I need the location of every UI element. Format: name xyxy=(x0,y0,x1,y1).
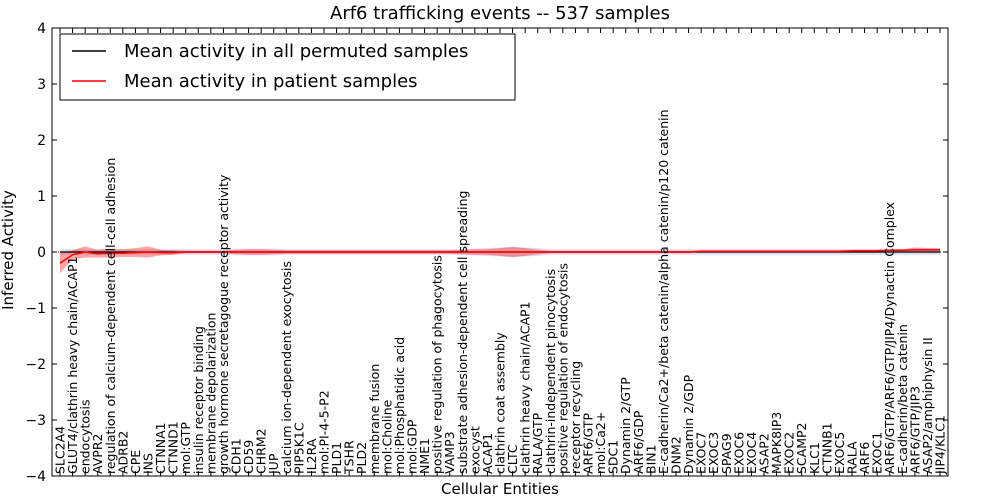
category-label: PIP5K1C xyxy=(291,422,306,474)
category-label: ARF6/GTP/JIP3 xyxy=(907,386,922,474)
category-label: clathrin heavy chain/ACAP1 xyxy=(518,301,533,474)
category-label: ARF6/GTP/ARF6/GTP/JIP4/Dynactin Complex xyxy=(882,202,897,474)
category-label: VAMP3 xyxy=(442,431,457,474)
category-label: mol:Choline xyxy=(379,399,394,474)
category-label: CTNNA1 xyxy=(153,422,168,474)
category-label: JUP xyxy=(266,453,281,475)
category-label: CD59 xyxy=(241,440,256,474)
y-tick-label: 2 xyxy=(37,133,46,149)
category-label: NME1 xyxy=(417,438,432,474)
category-label: EXOC7 xyxy=(694,432,709,474)
legend: Mean activity in all permuted samples Mea… xyxy=(59,33,516,101)
category-label: ARF6/GDP xyxy=(631,410,646,474)
category-label: positive regulation of endocytosis xyxy=(555,263,570,474)
category-label: ASAP2 xyxy=(757,433,772,474)
category-label: EXOC4 xyxy=(744,432,759,474)
category-label: PLD2 xyxy=(354,442,369,474)
category-label: ASAP2/amphiphysin II xyxy=(920,337,935,474)
category-label: Dynamin 2/GDP xyxy=(681,374,696,474)
category-label: insulin receptor binding xyxy=(191,326,206,474)
category-label: SDC1 xyxy=(606,440,621,474)
category-label: RALA xyxy=(845,441,860,474)
series-band-2 xyxy=(60,246,940,274)
category-label: CTNND1 xyxy=(166,421,181,474)
y-tick-label: 4 xyxy=(37,21,46,37)
category-label: mol:GTP xyxy=(178,422,193,474)
y-tick-label: −3 xyxy=(25,413,46,429)
category-label: KLC1 xyxy=(807,442,822,474)
y-tick-label: −1 xyxy=(25,301,46,317)
category-label: mol:GDP xyxy=(405,419,420,474)
y-tick-label: −2 xyxy=(25,357,46,373)
category-label: substrate adhesion-dependent cell spread… xyxy=(455,191,470,474)
category-label: mol:PI-4-5-P2 xyxy=(317,390,332,474)
y-tick-label: 3 xyxy=(37,77,46,93)
y-tick-label: 1 xyxy=(37,189,46,205)
category-label: CLTC xyxy=(505,444,520,474)
category-label: EXOC2 xyxy=(782,432,797,474)
category-label: CTNNB1 xyxy=(819,422,834,474)
category-label: SPAG9 xyxy=(719,433,734,474)
category-label: CPE xyxy=(128,450,143,474)
legend-entry-1: Mean activity in all permuted samples xyxy=(124,41,468,62)
category-label: SLC2A4 xyxy=(53,426,68,474)
category-label: BIN1 xyxy=(643,444,658,474)
category-label: mol:Phosphatidic acid xyxy=(392,337,407,474)
category-label: Dynamin 2/GTP xyxy=(618,377,633,474)
chart-title: Arf6 trafficking events -- 537 samples xyxy=(330,3,670,24)
category-label: ARF6 xyxy=(857,442,872,474)
category-label: ACAP1 xyxy=(480,433,495,474)
y-tick-label: 0 xyxy=(37,245,46,261)
category-label: RALA/GTP xyxy=(530,412,545,474)
category-label: positive regulation of phagocytosis xyxy=(430,255,445,474)
x-axis-label: Cellular Entities xyxy=(441,480,559,498)
category-label: EXOC5 xyxy=(832,432,847,474)
category-label: TSHR xyxy=(342,440,357,475)
category-label: GLUT4/clathrin heavy chain/ACAP1 xyxy=(65,256,80,474)
category-label: ARF6/GTP xyxy=(581,413,596,474)
category-label: clathrin-independent pinocytosis xyxy=(543,269,558,474)
y-axis-label: Inferred Activity xyxy=(0,190,17,310)
legend-box xyxy=(59,33,516,101)
category-label: E-cadherin/Ca2+/beta catenin/alpha caten… xyxy=(656,109,671,474)
category-label: exocyst xyxy=(467,426,482,474)
category-label: calcium ion-dependent exocytosis xyxy=(279,261,294,474)
category-label: IL2RA xyxy=(304,438,319,474)
category-label: SCAMP2 xyxy=(794,423,809,475)
category-label: DNM2 xyxy=(669,436,684,474)
series-line-2 xyxy=(59,249,940,264)
category-label: CDH1 xyxy=(229,438,244,474)
category-label: AVPR2 xyxy=(90,434,105,474)
category-label: regulation of calcium-dependent cell-cel… xyxy=(103,158,118,474)
category-label: EXOC6 xyxy=(731,432,746,474)
category-label: ADRB2 xyxy=(115,431,130,474)
category-label: EXOC3 xyxy=(706,432,721,474)
category-label: growth hormone secretagogue receptor act… xyxy=(216,174,231,474)
category-label: PLD1 xyxy=(329,442,344,474)
category-label: mol:Ca2+ xyxy=(593,412,608,474)
category-label: MAPK8IP3 xyxy=(769,412,784,474)
category-label: CHRM2 xyxy=(254,428,269,474)
category-label: INS xyxy=(141,453,156,474)
legend-entry-2: Mean activity in patient samples xyxy=(124,71,418,92)
category-label: E-cadherin/beta catenin xyxy=(895,324,910,474)
category-label: clathrin coat assembly xyxy=(493,332,508,474)
category-label: endocytosis xyxy=(78,399,93,474)
category-label: JIP4/KLC1 xyxy=(933,415,948,475)
category-label: membrane depolarization xyxy=(203,313,218,474)
y-tick-label: −4 xyxy=(25,469,46,485)
category-label: EXOC1 xyxy=(870,432,885,474)
category-label: membrane fusion xyxy=(367,364,382,474)
category-label: receptor recycling xyxy=(568,361,583,474)
